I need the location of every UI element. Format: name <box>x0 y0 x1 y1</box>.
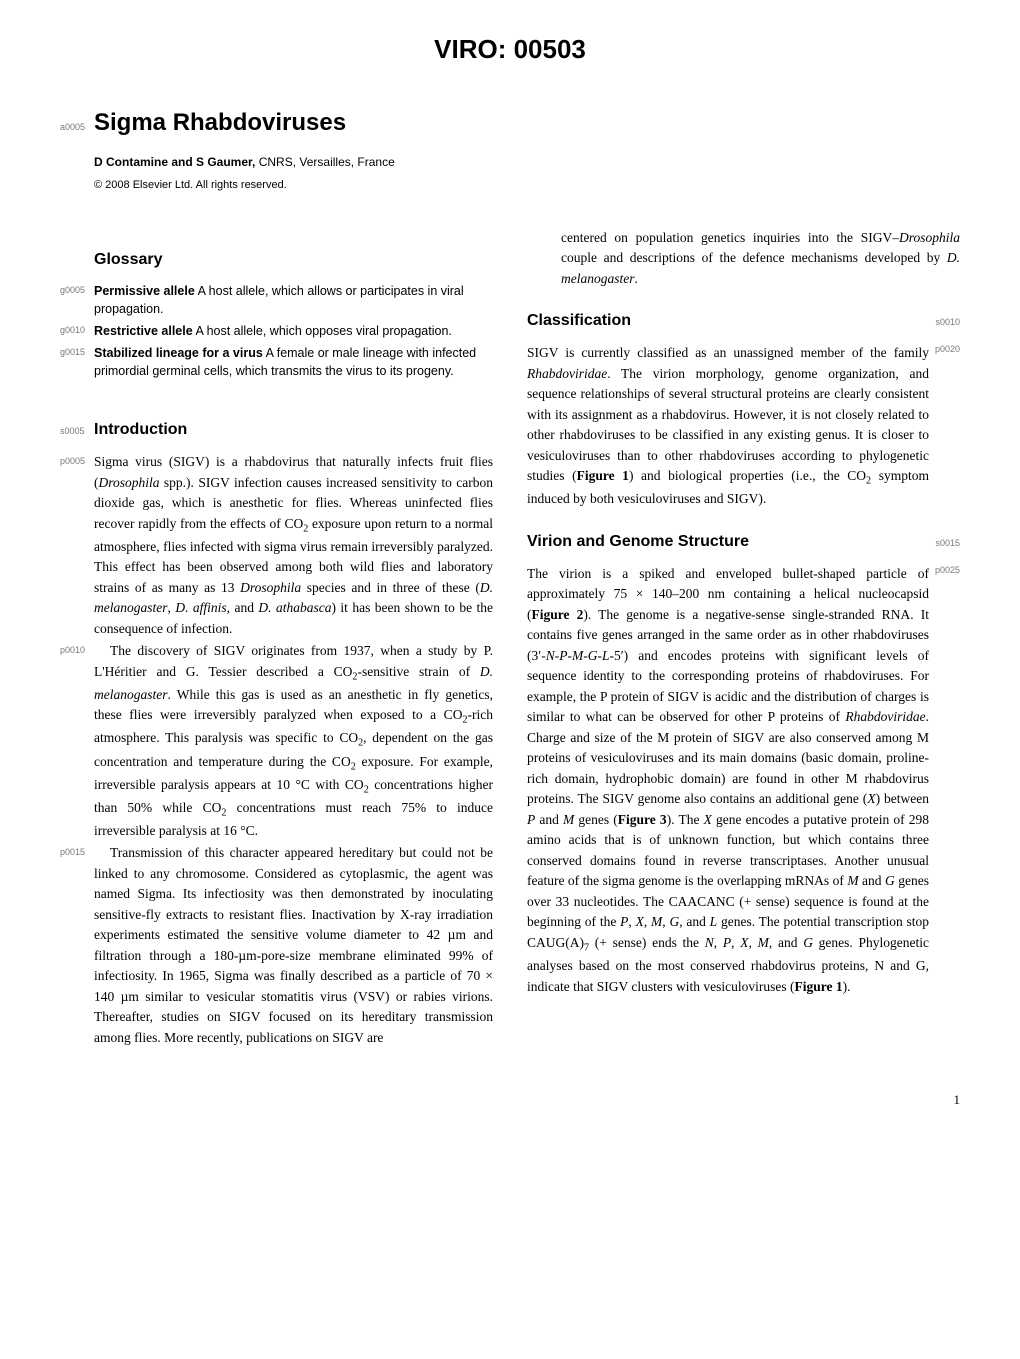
glossary-block: g0005Permissive allele A host allele, wh… <box>60 282 493 381</box>
virion-para-marker: p0025 <box>935 564 960 578</box>
para-text: Transmission of this character appeared … <box>94 843 493 1048</box>
glossary-item: g0005Permissive allele A host allele, wh… <box>60 282 493 318</box>
virion-heading: Virion and Genome Structure <box>527 530 749 554</box>
classification-section-marker: s0010 <box>935 316 960 330</box>
page-number: 1 <box>60 1090 960 1110</box>
article-title: Sigma Rhabdoviruses <box>94 105 346 141</box>
viro-header: VIRO: 00503 <box>60 30 960 69</box>
glossary-text: Permissive allele A host allele, which a… <box>94 282 493 318</box>
col2-lead: centered on population genetics inquirie… <box>527 228 960 290</box>
para-marker: p0005 <box>60 452 94 639</box>
glossary-text: Stabilized lineage for a virus A female … <box>94 344 493 380</box>
classification-para-marker: p0020 <box>935 343 960 357</box>
glossary-text: Restrictive allele A host allele, which … <box>94 322 493 340</box>
virion-section-marker: s0015 <box>935 537 960 551</box>
spacer <box>527 228 561 290</box>
para-marker: p0015 <box>60 843 94 1048</box>
copyright-line: © 2008 Elsevier Ltd. All rights reserved… <box>94 177 960 194</box>
virion-para: The virion is a spiked and enveloped bul… <box>527 564 960 997</box>
glossary-heading: Glossary <box>94 248 162 272</box>
classification-heading: Classification <box>527 309 631 333</box>
intro-para: p0010The discovery of SIGV originates fr… <box>60 641 493 841</box>
col2-lead-text: centered on population genetics inquirie… <box>561 228 960 290</box>
title-marker: a0005 <box>60 117 94 135</box>
glossary-item: g0015Stabilized lineage for a virus A fe… <box>60 344 493 380</box>
authors-bold: D Contamine and S Gaumer, <box>94 155 255 169</box>
intro-heading: Introduction <box>94 418 187 442</box>
classification-para: SIGV is currently classified as an unass… <box>527 343 960 510</box>
authors-rest: CNRS, Versailles, France <box>255 155 394 169</box>
authors-line: D Contamine and S Gaumer, CNRS, Versaill… <box>94 153 960 171</box>
virion-text: The virion is a spiked and enveloped bul… <box>527 564 929 997</box>
classification-text: SIGV is currently classified as an unass… <box>527 343 929 510</box>
intro-para: p0015Transmission of this character appe… <box>60 843 493 1048</box>
intro-para: p0005Sigma virus (SIGV) is a rhabdovirus… <box>60 452 493 639</box>
para-text: The discovery of SIGV originates from 19… <box>94 641 493 841</box>
glossary-marker: g0015 <box>60 344 94 380</box>
title-row: a0005 Sigma Rhabdoviruses <box>60 105 960 145</box>
intro-marker: s0005 <box>60 422 94 439</box>
para-text: Sigma virus (SIGV) is a rhabdovirus that… <box>94 452 493 639</box>
glossary-marker: g0010 <box>60 322 94 340</box>
para-marker: p0010 <box>60 641 94 841</box>
glossary-item: g0010Restrictive allele A host allele, w… <box>60 322 493 340</box>
spacer <box>60 261 94 264</box>
glossary-marker: g0005 <box>60 282 94 318</box>
content-columns: Glossary g0005Permissive allele A host a… <box>60 228 960 1051</box>
